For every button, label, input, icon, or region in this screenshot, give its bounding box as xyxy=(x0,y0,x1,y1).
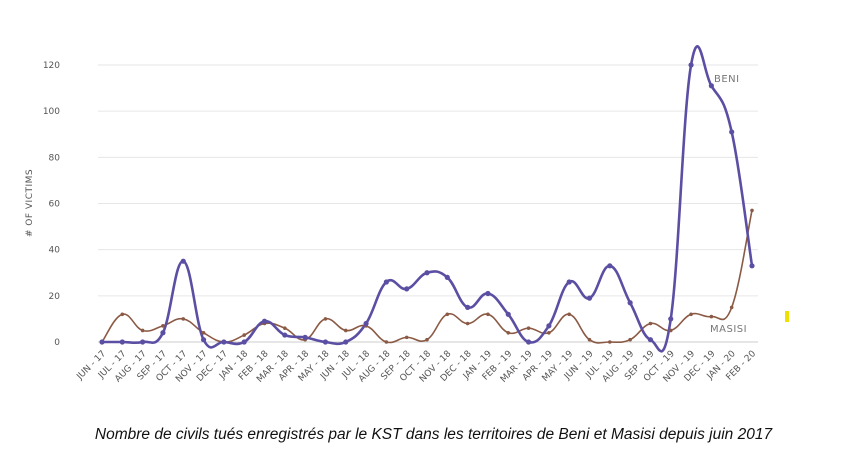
data-point-masisi xyxy=(384,340,389,344)
data-point-masisi xyxy=(465,321,470,326)
figure-caption: Nombre de civils tués enregistrés par le… xyxy=(94,426,773,443)
data-point-masisi xyxy=(181,317,186,321)
data-point-masisi xyxy=(445,312,450,317)
data-point-beni xyxy=(404,286,410,292)
data-point-masisi xyxy=(547,330,551,335)
data-point-masisi xyxy=(668,328,673,333)
data-point-beni xyxy=(200,337,207,343)
y-tick-label: 40 xyxy=(49,246,61,256)
data-point-masisi xyxy=(648,321,653,326)
data-point-masisi xyxy=(526,326,531,330)
data-point-beni xyxy=(546,323,552,329)
data-point-beni xyxy=(282,332,288,338)
data-point-masisi xyxy=(486,312,490,317)
data-point-beni xyxy=(485,290,491,297)
data-point-beni xyxy=(525,339,532,345)
data-point-masisi xyxy=(608,340,612,344)
data-point-beni xyxy=(119,339,125,345)
data-point-beni xyxy=(708,83,714,89)
data-point-masisi xyxy=(323,317,328,321)
series-points xyxy=(99,62,755,345)
y-tick-label: 120 xyxy=(43,61,60,71)
data-point-masisi xyxy=(201,330,206,335)
data-point-beni xyxy=(586,295,593,301)
data-point-masisi xyxy=(425,337,429,342)
y-axis-ticks: 0 20 40 60 80 100 120 xyxy=(43,61,60,348)
data-point-beni xyxy=(668,316,674,322)
data-point-beni xyxy=(221,339,227,345)
data-point-beni xyxy=(383,279,389,285)
data-point-beni xyxy=(749,263,755,269)
data-point-beni xyxy=(140,339,146,345)
data-point-beni xyxy=(99,339,105,345)
data-point-beni xyxy=(505,311,511,317)
data-point-beni xyxy=(302,334,308,340)
data-point-masisi xyxy=(140,328,145,333)
y-tick-label: 60 xyxy=(49,200,61,210)
data-point-beni xyxy=(444,274,450,280)
series-label-masisi: MASISI xyxy=(710,324,747,335)
line-chart: 0 20 40 60 80 100 120 # OF VICTIMS JUN - 17JUL… xyxy=(25,45,759,385)
data-point-masisi xyxy=(587,337,592,342)
data-point-beni xyxy=(363,320,369,327)
data-point-masisi xyxy=(283,326,287,330)
grid-lines xyxy=(98,64,758,343)
data-point-beni xyxy=(241,339,247,345)
data-point-beni xyxy=(180,258,186,264)
series-line-beni xyxy=(101,45,754,353)
data-point-masisi xyxy=(506,330,511,335)
data-point-beni xyxy=(343,339,349,345)
data-point-beni xyxy=(607,263,613,269)
data-point-masisi xyxy=(404,335,409,340)
data-point-beni xyxy=(566,279,572,285)
y-axis-label: # OF VICTIMS xyxy=(25,169,35,237)
y-tick-label: 100 xyxy=(43,107,60,117)
data-point-masisi xyxy=(120,312,125,317)
data-point-masisi xyxy=(161,324,165,328)
data-point-masisi xyxy=(567,312,571,317)
data-point-beni xyxy=(647,337,654,343)
data-point-masisi xyxy=(628,337,632,342)
data-point-beni xyxy=(688,62,694,68)
data-point-beni xyxy=(322,339,329,345)
data-point-masisi xyxy=(750,208,754,213)
y-tick-label: 0 xyxy=(54,338,60,348)
data-point-masisi xyxy=(343,328,348,333)
series-lines xyxy=(101,45,754,353)
data-point-masisi xyxy=(729,305,734,310)
data-point-masisi xyxy=(689,312,693,317)
data-point-masisi xyxy=(242,333,246,337)
data-point-beni xyxy=(160,330,166,336)
data-point-beni xyxy=(424,270,430,276)
y-tick-label: 80 xyxy=(49,153,61,163)
data-point-beni xyxy=(627,300,633,306)
data-point-masisi xyxy=(709,314,714,319)
y-tick-label: 20 xyxy=(49,292,61,302)
data-point-beni xyxy=(465,304,471,310)
yellow-marker xyxy=(785,311,789,322)
series-label-beni: BENI xyxy=(714,74,740,85)
data-point-beni xyxy=(261,318,268,324)
data-point-beni xyxy=(729,129,735,135)
